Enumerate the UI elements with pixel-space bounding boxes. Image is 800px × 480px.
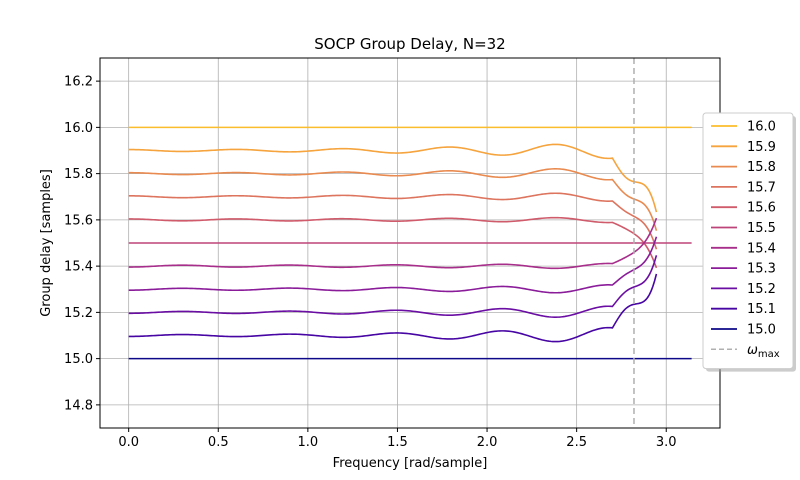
series-layer bbox=[128, 58, 692, 428]
series-line bbox=[128, 216, 658, 269]
y-tick-label: 16.2 bbox=[64, 75, 93, 90]
series-line bbox=[128, 236, 658, 294]
legend-entry-label: 15.9 bbox=[747, 140, 776, 155]
y-tick-label: 15.6 bbox=[64, 213, 93, 228]
x-tick-label: 0.5 bbox=[208, 435, 229, 450]
x-tick-label: 1.0 bbox=[298, 435, 319, 450]
y-tick-label: 14.8 bbox=[64, 398, 93, 413]
legend-entry-omega-max: ωmax bbox=[747, 343, 780, 360]
x-tick-label: 2.0 bbox=[477, 435, 498, 450]
y-tick-label: 15.4 bbox=[64, 260, 93, 275]
x-tick-label: 3.0 bbox=[656, 435, 677, 450]
x-tick-label: 2.5 bbox=[566, 435, 587, 450]
legend-box bbox=[702, 112, 794, 370]
legend-entry-label: 16.0 bbox=[747, 120, 776, 135]
legend-entry-label: 15.3 bbox=[747, 262, 776, 277]
x-tick-label: 1.5 bbox=[387, 435, 408, 450]
y-tick-label: 16.0 bbox=[64, 121, 93, 136]
legend-entry-label: 15.0 bbox=[747, 323, 776, 338]
series-line bbox=[128, 255, 658, 318]
x-tick-label: 0.0 bbox=[118, 435, 139, 450]
legend: 16.0 15.9 15.8 15.7 15.6 15.5 15.4 15.3 15.2 15.1… bbox=[702, 112, 796, 372]
x-axis-label: Frequency [rad/sample] bbox=[333, 456, 488, 471]
chart-title: SOCP Group Delay, N=32 bbox=[314, 35, 505, 53]
axis-ticks: 0.0 0.5 1.0 1.5 2.0 2.5 3.0 14.8 15.0 15.2 15.4 15.… bbox=[64, 75, 677, 450]
legend-entry-label: 15.7 bbox=[747, 180, 776, 195]
legend-entry-label: 15.4 bbox=[747, 241, 776, 256]
y-axis-label: Group delay [samples] bbox=[39, 169, 54, 317]
series-line bbox=[128, 143, 658, 213]
y-tick-label: 15.8 bbox=[64, 167, 93, 182]
y-tick-label: 15.0 bbox=[64, 352, 93, 367]
legend-entry-label: 15.2 bbox=[747, 282, 776, 297]
legend-entry-label: 15.5 bbox=[747, 221, 776, 236]
series-line bbox=[128, 192, 658, 250]
legend-entry-label: 15.6 bbox=[747, 201, 776, 216]
legend-entry-label: 15.8 bbox=[747, 160, 776, 175]
series-line bbox=[128, 273, 658, 343]
legend-entry-label: 15.1 bbox=[747, 302, 776, 317]
series-line bbox=[128, 168, 658, 231]
series-line bbox=[128, 217, 658, 270]
y-tick-label: 15.2 bbox=[64, 306, 93, 321]
